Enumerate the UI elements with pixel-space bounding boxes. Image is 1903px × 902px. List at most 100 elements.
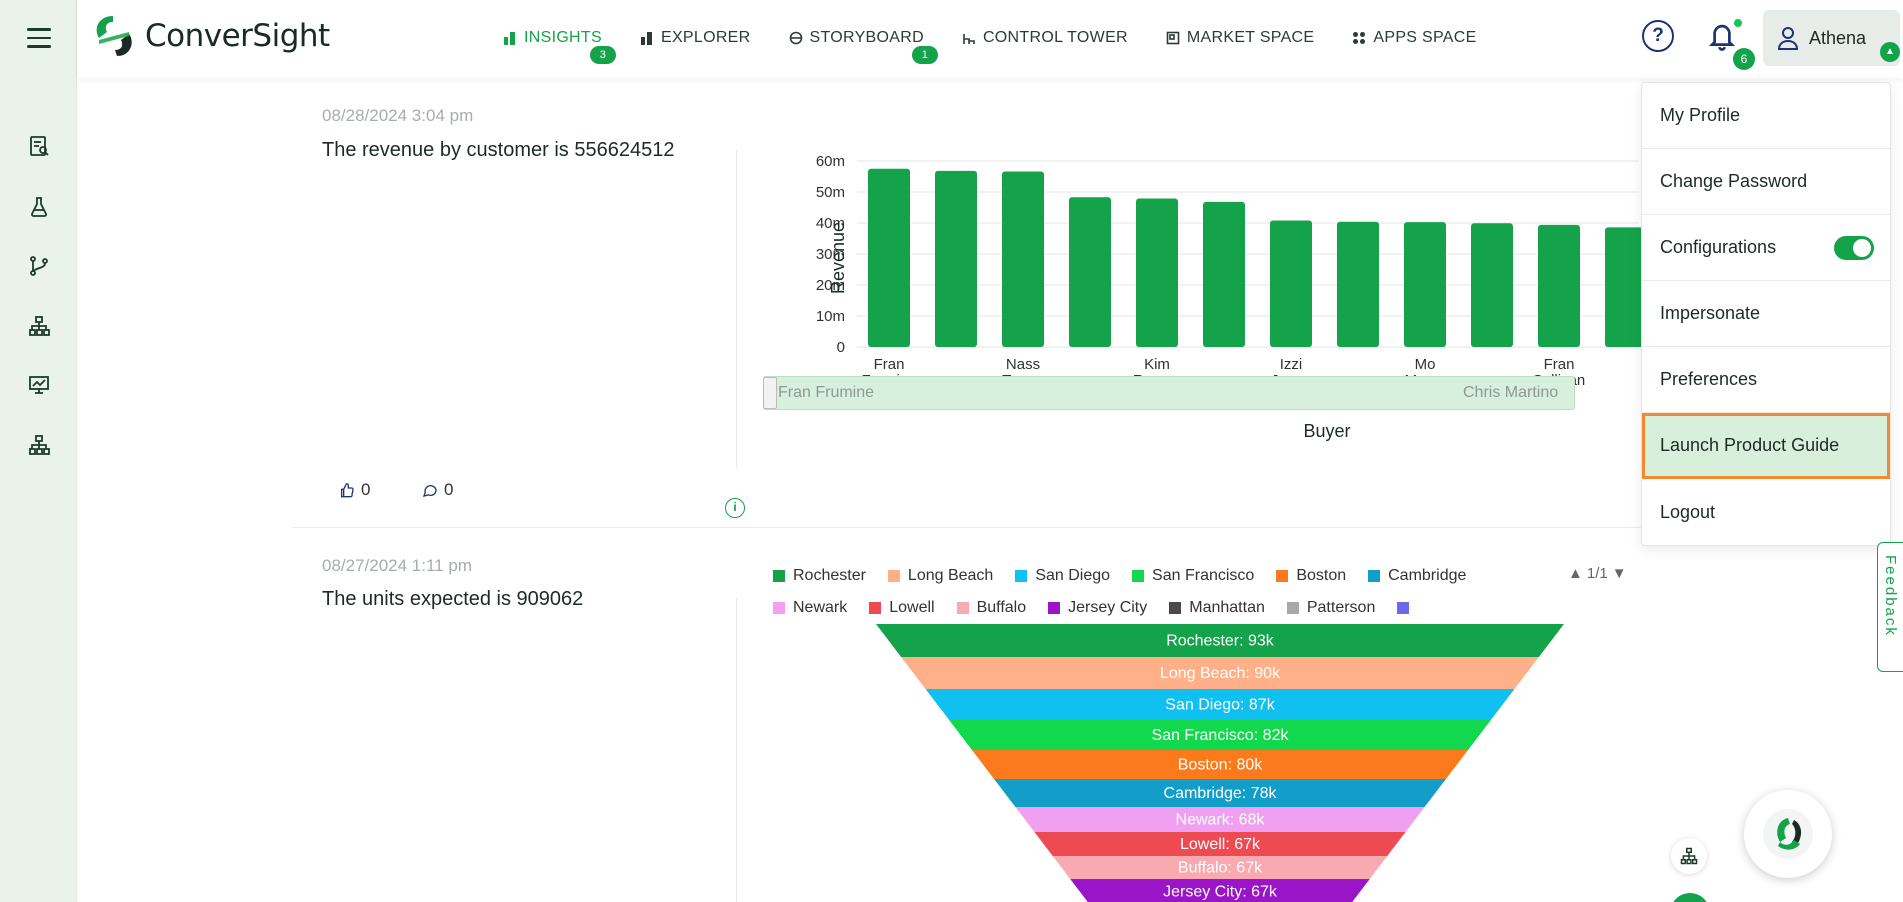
- y-tick-label: 40m: [816, 215, 845, 232]
- presentation-icon[interactable]: [27, 373, 51, 397]
- nav-market-space[interactable]: MARKET SPACE: [1166, 26, 1314, 50]
- user-icon: [1777, 27, 1799, 50]
- legend-item[interactable]: [1397, 602, 1417, 614]
- nav-label: EXPLORER: [660, 29, 751, 46]
- left-rail: [0, 0, 77, 902]
- insight-headline[interactable]: The units expected is 909062: [322, 588, 584, 610]
- legend-item[interactable]: San Francisco: [1132, 567, 1254, 585]
- funnel-segment-label: Cambridge: 78k: [1164, 785, 1278, 802]
- branch-icon[interactable]: [27, 254, 51, 278]
- bar: [1136, 198, 1178, 347]
- funnel-segment-label: Rochester: 93k: [1166, 633, 1275, 650]
- help-icon[interactable]: ?: [1642, 20, 1674, 52]
- funnel-segment[interactable]: [1015, 807, 1425, 832]
- fab-peek[interactable]: [1670, 893, 1710, 902]
- bell-icon[interactable]: [1707, 20, 1737, 52]
- legend-label: Jersey City: [1068, 599, 1148, 616]
- funnel-segment[interactable]: [949, 720, 1491, 750]
- x-tick-label: Fran: [874, 356, 905, 373]
- legend-item[interactable]: Buffalo: [956, 599, 1027, 617]
- legend-label: Buffalo: [976, 599, 1027, 616]
- y-axis-title: Revenue: [828, 222, 848, 294]
- insight-headline[interactable]: The revenue by customer is 556624512: [322, 139, 675, 161]
- range-end-label: Chris Martino: [1463, 384, 1559, 401]
- menu-item-my-profile[interactable]: My Profile: [1642, 83, 1890, 149]
- insights-report-icon[interactable]: [27, 134, 51, 158]
- main-nav: INSIGHTS 3 EXPLORER STORYBOARD 1 CONTROL TOWE…: [503, 26, 1515, 64]
- hamburger-menu-icon[interactable]: [27, 28, 51, 48]
- nav-explorer[interactable]: EXPLORER: [640, 26, 751, 50]
- legend-label: Rochester: [793, 567, 866, 584]
- card-divider: [736, 150, 737, 468]
- nav-insights[interactable]: INSIGHTS 3: [503, 26, 616, 64]
- legend-item[interactable]: Patterson: [1286, 599, 1375, 617]
- legend-down-icon[interactable]: ▼: [1611, 565, 1627, 582]
- org-chart-icon[interactable]: [27, 433, 51, 457]
- nav-apps-space[interactable]: APPS SPACE: [1352, 26, 1476, 50]
- comment-button[interactable]: 0: [422, 480, 453, 500]
- legend-item[interactable]: Newark: [773, 599, 847, 617]
- legend-item[interactable]: Boston: [1276, 567, 1346, 585]
- funnel-segment-label: San Francisco: 82k: [1152, 727, 1290, 744]
- menu-item-launch-product-guide[interactable]: Launch Product Guide: [1642, 413, 1890, 479]
- hierarchy-icon[interactable]: [27, 314, 51, 338]
- funnel-segment[interactable]: [876, 624, 1564, 657]
- top-bar: ConverSight INSIGHTS 3 EXPLORER STORYBOARD 1…: [77, 0, 1903, 78]
- nav-control-tower[interactable]: CONTROL TOWER: [962, 26, 1128, 50]
- funnel-segment[interactable]: [994, 779, 1446, 807]
- chart-range-slider[interactable]: Fran Frumine Chris Martino: [763, 376, 1575, 410]
- units-funnel-chart: Rochester: 93k Long Beach: 90k San Diego: …: [876, 624, 1564, 902]
- legend-row: Newark Lowell Buffalo Jersey City Manhattan P…: [773, 592, 1633, 624]
- legend-label: San Diego: [1035, 567, 1111, 584]
- user-menu-button[interactable]: Athena ▲: [1763, 10, 1900, 66]
- legend-item[interactable]: Long Beach: [887, 567, 993, 585]
- nav-label: APPS SPACE: [1373, 29, 1477, 46]
- feedback-tab[interactable]: Feedback: [1877, 542, 1903, 672]
- legend-item[interactable]: Lowell: [869, 599, 935, 617]
- x-tick-label: Izzi: [1280, 356, 1303, 373]
- legend-item[interactable]: Jersey City: [1048, 599, 1147, 617]
- legend-item[interactable]: San Diego: [1015, 567, 1110, 585]
- hierarchy-button[interactable]: [1671, 838, 1707, 874]
- bar: [1270, 220, 1312, 347]
- legend-up-icon[interactable]: ▲: [1568, 565, 1583, 582]
- nav-storyboard[interactable]: STORYBOARD 1: [789, 26, 938, 64]
- legend-swatch: [1015, 570, 1028, 582]
- menu-item-impersonate[interactable]: Impersonate: [1642, 281, 1890, 347]
- funnel-segment[interactable]: [1052, 856, 1388, 879]
- like-button[interactable]: 0: [339, 480, 370, 500]
- nav-label: STORYBOARD: [809, 29, 924, 46]
- menu-item-logout[interactable]: Logout: [1642, 479, 1890, 545]
- legend-pager[interactable]: ▲ 1/1 ▼: [1568, 565, 1627, 582]
- range-handle-left[interactable]: [763, 377, 777, 409]
- conversight-logo-icon: [96, 16, 132, 56]
- nav-count-badge: 1: [911, 46, 938, 64]
- legend-label: San Francisco: [1152, 567, 1255, 584]
- legend-item[interactable]: Manhattan: [1169, 599, 1265, 617]
- funnel-segment[interactable]: [1070, 879, 1370, 902]
- menu-item-label: My Profile: [1660, 105, 1741, 125]
- bar-icon: [503, 31, 517, 45]
- legend-swatch: [773, 570, 785, 582]
- configurations-toggle[interactable]: [1834, 236, 1874, 260]
- funnel-segment[interactable]: [925, 689, 1515, 720]
- bar: [1538, 224, 1580, 347]
- bar: [1471, 223, 1513, 347]
- legend-item[interactable]: Rochester: [773, 567, 866, 585]
- legend-label: Cambridge: [1388, 567, 1467, 584]
- funnel-segment[interactable]: [1034, 832, 1406, 856]
- legend-item[interactable]: Cambridge: [1368, 567, 1466, 585]
- menu-item-change-password[interactable]: Change Password: [1642, 149, 1890, 215]
- info-icon[interactable]: i: [725, 498, 745, 518]
- brand-logo[interactable]: ConverSight: [91, 14, 330, 58]
- assistant-button[interactable]: [1744, 790, 1832, 878]
- funnel-segment[interactable]: [971, 750, 1469, 779]
- x-axis-title: Buyer: [1303, 421, 1350, 441]
- funnel-segment-label: Newark: 68k: [1176, 812, 1266, 829]
- insight-date: 08/28/2024 3:04 pm: [322, 106, 474, 125]
- funnel-segment[interactable]: [901, 657, 1539, 689]
- insight-date: 08/27/2024 1:11 pm: [322, 556, 472, 575]
- menu-item-preferences[interactable]: Preferences: [1642, 347, 1890, 413]
- menu-item-configurations[interactable]: Configurations: [1642, 215, 1890, 281]
- lab-flask-icon[interactable]: [27, 195, 51, 219]
